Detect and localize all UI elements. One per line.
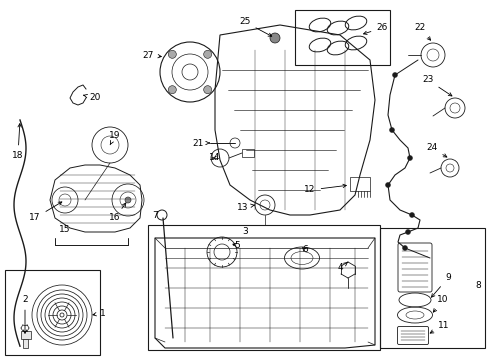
Text: 5: 5 <box>233 240 240 249</box>
Circle shape <box>204 50 212 58</box>
Circle shape <box>402 246 408 251</box>
Text: 17: 17 <box>29 202 62 222</box>
Text: 14: 14 <box>209 153 220 162</box>
Text: 20: 20 <box>84 94 100 103</box>
Circle shape <box>204 86 212 94</box>
Text: 7: 7 <box>152 211 158 220</box>
Text: 1: 1 <box>93 309 106 318</box>
Bar <box>148 225 380 350</box>
Circle shape <box>406 230 411 234</box>
Circle shape <box>392 72 397 77</box>
Circle shape <box>390 127 394 132</box>
Text: 13: 13 <box>237 202 254 211</box>
Text: 2: 2 <box>22 296 28 333</box>
Text: 19: 19 <box>109 130 121 145</box>
Circle shape <box>386 183 391 188</box>
Bar <box>380 228 485 348</box>
Bar <box>295 10 390 65</box>
Circle shape <box>408 156 413 161</box>
Bar <box>5 270 100 355</box>
Circle shape <box>169 86 176 94</box>
Bar <box>242 149 254 157</box>
Text: 9: 9 <box>431 274 451 297</box>
Circle shape <box>169 50 176 58</box>
Text: 27: 27 <box>142 50 161 59</box>
Bar <box>350 177 370 191</box>
Text: 12: 12 <box>304 184 346 194</box>
Text: 4: 4 <box>337 262 348 273</box>
Text: 26: 26 <box>364 23 388 35</box>
Circle shape <box>125 197 131 203</box>
Bar <box>21 331 31 339</box>
Text: 8: 8 <box>475 280 481 289</box>
Text: 21: 21 <box>192 139 209 148</box>
Text: 6: 6 <box>302 246 308 255</box>
Bar <box>23 339 28 348</box>
Text: 22: 22 <box>415 23 431 40</box>
Text: 11: 11 <box>430 320 450 333</box>
Text: 25: 25 <box>239 18 272 36</box>
Text: 10: 10 <box>433 296 449 312</box>
Circle shape <box>270 33 280 43</box>
Text: 23: 23 <box>422 76 452 96</box>
Text: 16: 16 <box>109 203 126 222</box>
Circle shape <box>410 212 415 217</box>
Text: 18: 18 <box>12 124 24 159</box>
Text: 24: 24 <box>426 144 447 157</box>
Text: 3: 3 <box>242 228 248 237</box>
Text: 15: 15 <box>59 225 71 234</box>
